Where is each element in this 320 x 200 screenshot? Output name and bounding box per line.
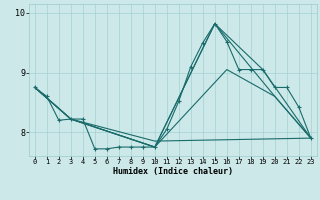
X-axis label: Humidex (Indice chaleur): Humidex (Indice chaleur) bbox=[113, 167, 233, 176]
